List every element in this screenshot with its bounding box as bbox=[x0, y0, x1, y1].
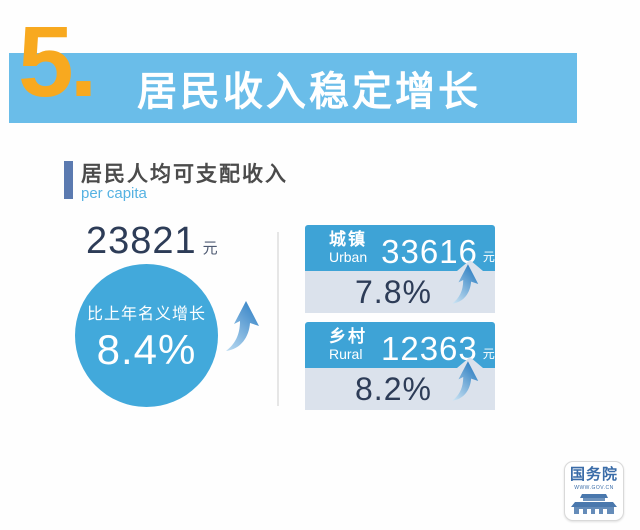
overall-unit: 元 bbox=[202, 240, 218, 257]
overall-amount: 23821 bbox=[86, 220, 197, 262]
section-marker-bar bbox=[64, 161, 73, 199]
urban-name-en: Urban bbox=[329, 248, 368, 265]
vertical-divider bbox=[277, 232, 279, 406]
rural-name-en: Rural bbox=[329, 345, 363, 362]
urban-name-zh: 城镇 bbox=[329, 229, 367, 249]
overall-growth-value: 8.4% bbox=[96, 325, 197, 373]
growth-label: 比上年名义增长 bbox=[86, 305, 206, 323]
urban-growth-value: 7.8% bbox=[355, 273, 432, 310]
rural-name: 乡村 Rural bbox=[329, 326, 367, 362]
tiananmen-building-icon bbox=[571, 493, 617, 514]
urban-unit: 元 bbox=[482, 249, 495, 264]
arrow-notch bbox=[457, 260, 483, 271]
urban-header: 城镇 Urban 33616 元 bbox=[305, 225, 495, 271]
section-title: 居民人均可支配收入 bbox=[81, 163, 288, 186]
rural-growth-value: 8.2% bbox=[355, 370, 432, 407]
page-title: 居民收入稳定增长 bbox=[137, 70, 481, 114]
up-trend-arrow-icon bbox=[226, 301, 259, 351]
rural-header: 乡村 Rural 12363 元 bbox=[305, 322, 495, 368]
gov-cn-logo-badge: 国务院 WWW.GOV.CN bbox=[564, 461, 624, 521]
rural-unit: 元 bbox=[482, 346, 495, 361]
section-subtitle: per capita bbox=[81, 185, 147, 202]
gov-logo-url: WWW.GOV.CN bbox=[574, 484, 614, 491]
up-trend-arrow-icon bbox=[452, 361, 479, 401]
urban-name: 城镇 Urban bbox=[329, 229, 368, 265]
gov-logo-text: 国务院 bbox=[569, 466, 618, 483]
title-banner bbox=[9, 53, 577, 123]
slide-number: 5. bbox=[18, 6, 97, 118]
up-trend-arrow-icon bbox=[452, 264, 479, 304]
rural-stat-card: 乡村 Rural 12363 元 8.2% bbox=[305, 322, 495, 410]
rural-name-zh: 乡村 bbox=[329, 326, 367, 346]
overall-value: 23821 元 bbox=[86, 220, 218, 263]
urban-stat-card: 城镇 Urban 33616 元 7.8% bbox=[305, 225, 495, 313]
overall-growth-circle: 比上年名义增长 8.4% bbox=[75, 264, 218, 407]
arrow-notch bbox=[457, 357, 483, 368]
